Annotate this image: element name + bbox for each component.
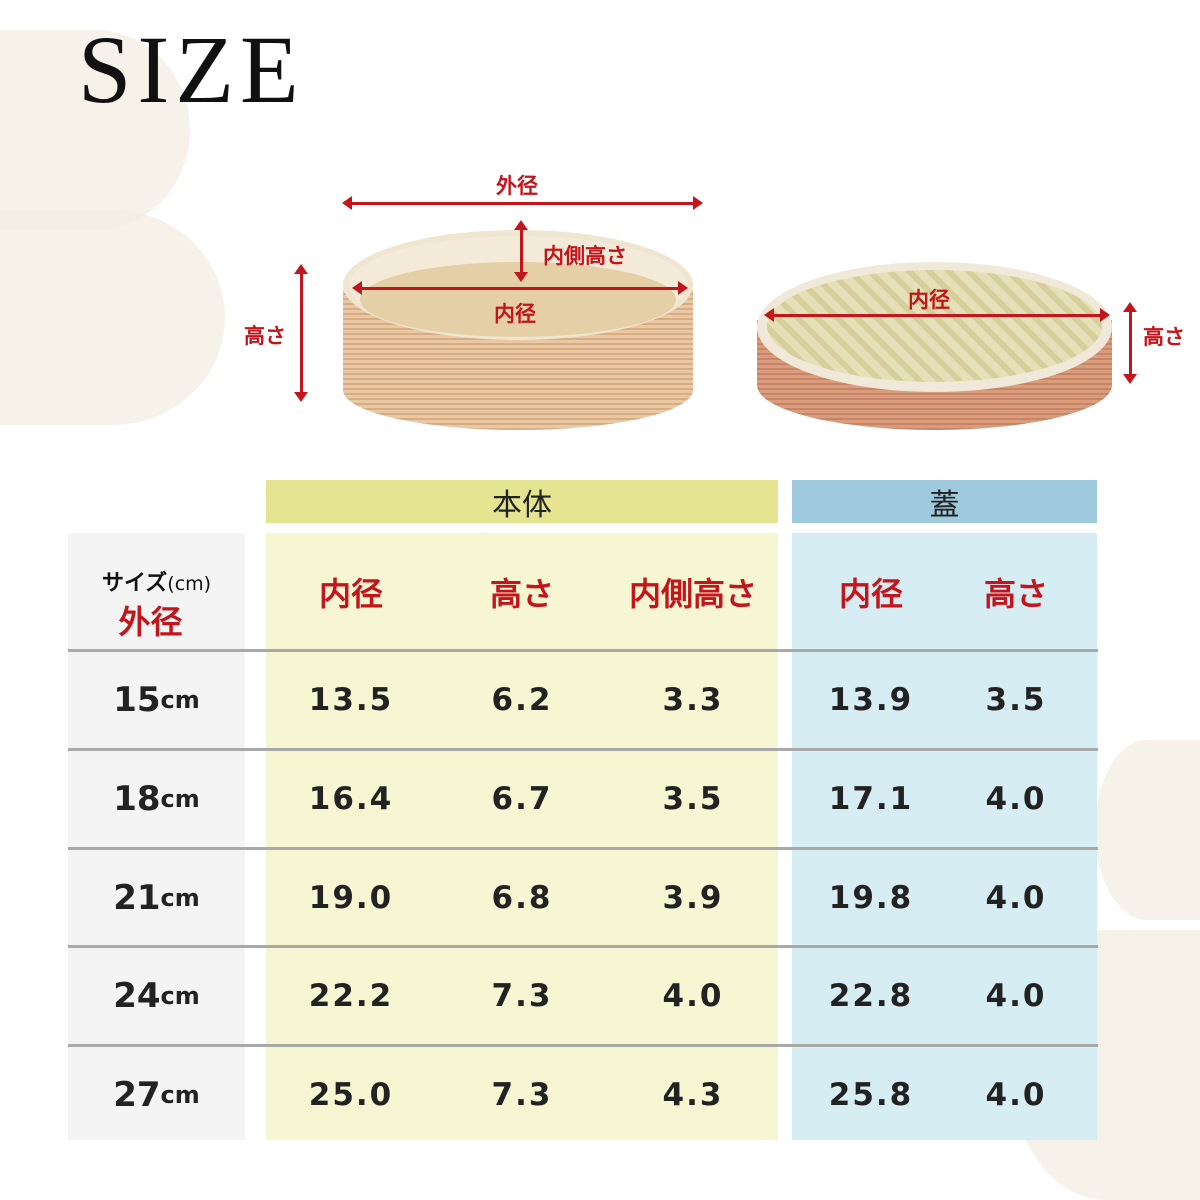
outer-diameter-header: 外径 bbox=[118, 603, 183, 641]
size-unit: cm bbox=[160, 785, 200, 813]
height-label: 高さ bbox=[244, 324, 286, 348]
lid-height-label: 高さ bbox=[1143, 325, 1185, 349]
size-column-bg bbox=[68, 533, 245, 1140]
body-value-cell: 4.3 bbox=[662, 1077, 724, 1113]
size-value: 24 bbox=[113, 976, 161, 1016]
inner-diameter-label: 内径 bbox=[494, 302, 536, 326]
size-unit: cm bbox=[160, 686, 200, 714]
outer-diameter-arrow bbox=[342, 196, 703, 210]
size-unit: cm bbox=[160, 982, 200, 1010]
body-value-cell: 3.3 bbox=[662, 682, 724, 718]
size-value: 27 bbox=[113, 1075, 161, 1115]
size-unit: cm bbox=[160, 884, 200, 912]
row-divider bbox=[68, 847, 1098, 850]
size-cell: 24 cm bbox=[68, 947, 245, 1045]
body-value-cell: 7.3 bbox=[491, 978, 553, 1014]
row-divider bbox=[68, 1044, 1098, 1047]
body-value-cell: 6.7 bbox=[491, 781, 553, 817]
body-value-cell: 16.4 bbox=[308, 781, 394, 817]
body-inner-height-header: 内側高さ bbox=[628, 574, 757, 613]
size-value: 15 bbox=[113, 680, 161, 720]
lid-value-cell: 13.9 bbox=[828, 682, 914, 718]
size-unit: cm bbox=[160, 1081, 200, 1109]
body-column-bg bbox=[266, 533, 778, 1140]
size-cell: 18 cm bbox=[68, 750, 245, 848]
lid-value-cell: 25.8 bbox=[828, 1077, 914, 1113]
page-title: SIZE bbox=[78, 16, 305, 123]
size-cell: 27 cm bbox=[68, 1046, 245, 1144]
body-value-cell: 3.9 bbox=[662, 880, 724, 916]
size-cell: 15 cm bbox=[68, 651, 245, 749]
body-height-header: 高さ bbox=[489, 574, 554, 613]
lid-inner-diameter-header: 内径 bbox=[838, 574, 903, 613]
body-value-cell: 6.8 bbox=[491, 880, 553, 916]
body-value-cell: 3.5 bbox=[662, 781, 724, 817]
lid-value-cell: 17.1 bbox=[828, 781, 914, 817]
body-value-cell: 13.5 bbox=[308, 682, 394, 718]
body-inner-diameter-header: 内径 bbox=[318, 574, 383, 613]
size-value: 18 bbox=[113, 779, 161, 819]
lid-column-bg bbox=[792, 533, 1097, 1140]
background-steamer-image bbox=[0, 210, 225, 425]
row-divider bbox=[68, 748, 1098, 751]
size-header-label: サイズ bbox=[101, 571, 168, 596]
body-value-cell: 4.0 bbox=[662, 978, 724, 1014]
background-steamer-image bbox=[0, 30, 190, 230]
body-value-cell: 22.2 bbox=[308, 978, 394, 1014]
lid-value-cell: 3.5 bbox=[985, 682, 1047, 718]
lid-group-header: 蓋 bbox=[792, 480, 1097, 523]
row-divider bbox=[68, 649, 1098, 652]
body-value-cell: 19.0 bbox=[308, 880, 394, 916]
lid-value-cell: 22.8 bbox=[828, 978, 914, 1014]
body-value-cell: 6.2 bbox=[491, 682, 553, 718]
lid-inner-diameter-arrow bbox=[764, 308, 1110, 322]
size-cell: 21 cm bbox=[68, 849, 245, 947]
background-steamer-image bbox=[1095, 740, 1200, 920]
lid-inner-diameter-label: 内径 bbox=[908, 288, 950, 312]
inner-height-arrow bbox=[514, 220, 528, 282]
lid-value-cell: 4.0 bbox=[985, 781, 1047, 817]
height-arrow bbox=[294, 264, 308, 402]
body-group-header: 本体 bbox=[266, 480, 778, 523]
lid-value-cell: 19.8 bbox=[828, 880, 914, 916]
inner-height-label: 内側高さ bbox=[543, 244, 627, 268]
inner-diameter-arrow bbox=[352, 281, 688, 295]
size-header: サイズ(cm) 外径 bbox=[68, 565, 245, 643]
lid-value-cell: 4.0 bbox=[985, 880, 1047, 916]
lid-height-arrow bbox=[1123, 302, 1137, 384]
lid-value-cell: 4.0 bbox=[985, 978, 1047, 1014]
body-value-cell: 7.3 bbox=[491, 1077, 553, 1113]
row-divider bbox=[68, 945, 1098, 948]
lid-value-cell: 4.0 bbox=[985, 1077, 1047, 1113]
size-value: 21 bbox=[113, 878, 161, 918]
outer-diameter-label: 外径 bbox=[496, 174, 538, 198]
body-value-cell: 25.0 bbox=[308, 1077, 394, 1113]
lid-height-header: 高さ bbox=[983, 574, 1048, 613]
size-header-unit: (cm) bbox=[167, 573, 212, 595]
